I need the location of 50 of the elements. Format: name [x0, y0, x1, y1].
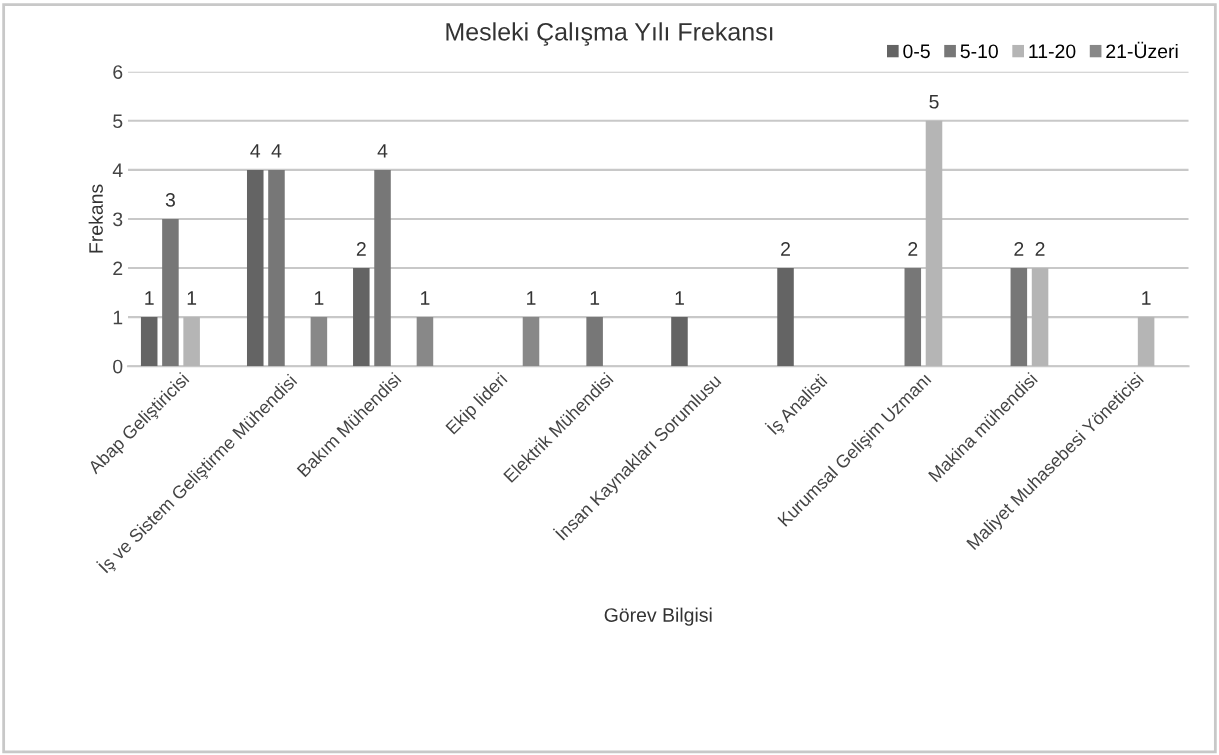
- data-label: 4: [250, 144, 261, 158]
- y-tick-label: 1: [113, 310, 123, 325]
- data-label: 1: [675, 291, 684, 305]
- y-axis-title: Frekans: [88, 184, 103, 253]
- bar: [246, 169, 264, 367]
- data-label: 1: [187, 291, 197, 305]
- data-label: 2: [1035, 242, 1045, 256]
- bar: [310, 317, 328, 367]
- bar: [353, 268, 370, 367]
- bar: [416, 317, 434, 367]
- data-label: 2: [781, 242, 790, 256]
- y-tick-label: 6: [113, 65, 123, 79]
- bar: [374, 169, 391, 367]
- bar: [1031, 268, 1049, 367]
- data-label: 5: [929, 95, 939, 109]
- bar: [183, 317, 200, 367]
- y-tick-label: 2: [113, 261, 123, 276]
- data-label: 1: [590, 291, 600, 305]
- y-tick-label: 4: [112, 163, 123, 177]
- bar: [522, 317, 540, 367]
- x-axis-title: Görev Bilgisi: [604, 607, 712, 626]
- data-label: 4: [271, 144, 282, 158]
- legend-label: 0-5: [903, 44, 930, 59]
- data-label: 1: [1142, 291, 1151, 305]
- legend-label: 5-10: [960, 44, 998, 59]
- bar: [1010, 268, 1028, 367]
- chart-title: Mesleki Çalışma Yılı Frekansı: [446, 22, 773, 46]
- bar: [162, 218, 179, 367]
- data-label: 2: [908, 242, 918, 256]
- data-label: 1: [421, 291, 430, 305]
- data-label: 2: [356, 242, 366, 256]
- data-label: 1: [314, 291, 324, 305]
- data-label: 4: [377, 144, 388, 158]
- bar: [671, 317, 688, 367]
- bar: [1137, 317, 1155, 367]
- data-label: 2: [1014, 242, 1024, 256]
- bar: [777, 268, 794, 367]
- bar: [268, 169, 285, 367]
- y-tick-label: 5: [113, 114, 123, 129]
- legend-label: 11-20: [1029, 44, 1076, 59]
- bar: [586, 317, 603, 367]
- data-label: 3: [165, 193, 175, 207]
- y-tick-label: 3: [113, 212, 123, 227]
- data-label: 1: [527, 291, 536, 305]
- y-tick-label: 0: [113, 359, 123, 374]
- bar: [925, 120, 943, 367]
- legend-label: 21-Üzeri: [1106, 41, 1178, 59]
- bar: [140, 317, 158, 367]
- bar: [904, 268, 922, 367]
- data-label: 1: [145, 291, 154, 305]
